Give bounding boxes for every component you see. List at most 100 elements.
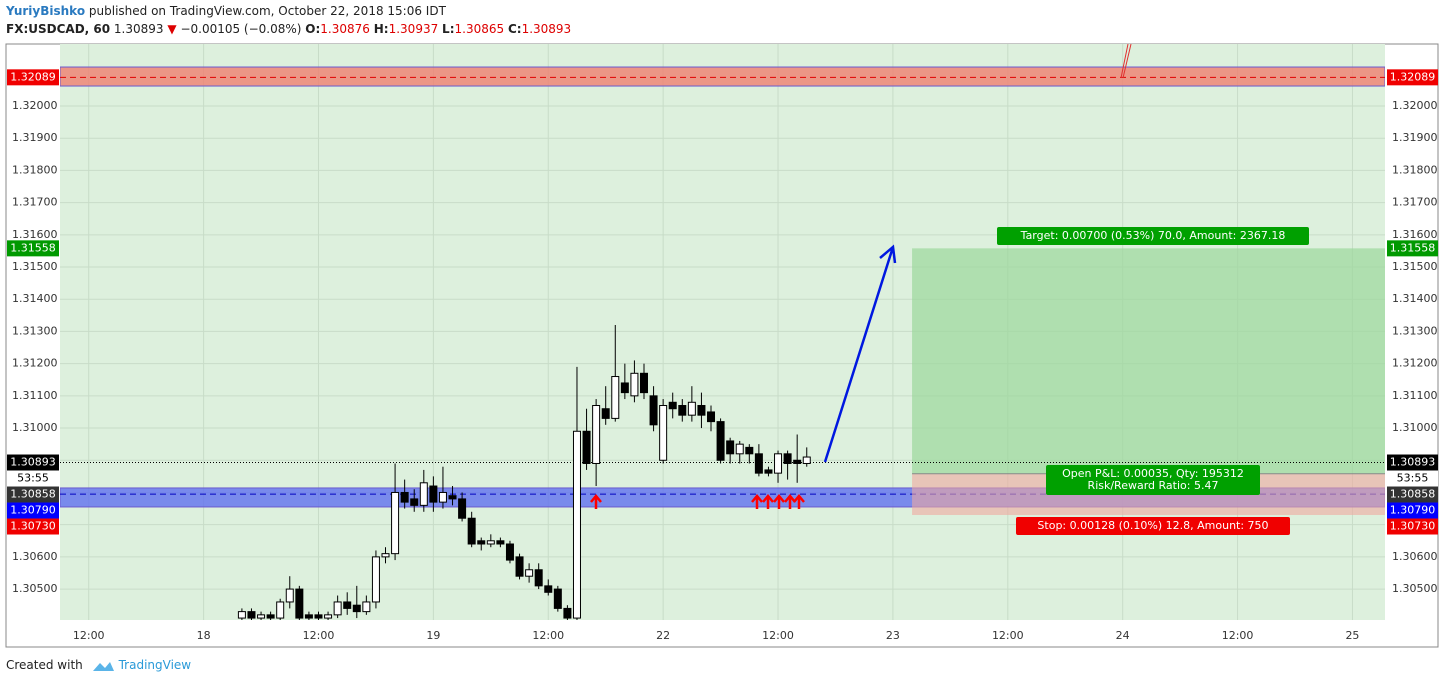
y-tick-label-right: 1.31500	[1392, 260, 1438, 273]
candle-body	[429, 485, 438, 503]
candle-body	[601, 408, 610, 419]
candle-body	[802, 456, 811, 464]
up-arrow	[784, 494, 796, 509]
price-tag	[1387, 502, 1438, 519]
price-tag-label: 1.30893	[1390, 456, 1436, 469]
candle-body	[362, 601, 371, 613]
price-tag-label: 1.30893	[10, 456, 56, 469]
price-tag	[1387, 486, 1438, 503]
o-key: O:	[305, 22, 321, 36]
y-tick-label-right: 1.31100	[1392, 389, 1438, 402]
price-tag-label: 1.32089	[10, 70, 56, 83]
y-tick-label: 1.31700	[12, 196, 58, 209]
y-tick-label: 1.31300	[12, 324, 58, 337]
up-arrow	[751, 494, 763, 509]
candle-body	[324, 614, 333, 619]
last: 1.30893	[113, 22, 164, 36]
price-tag-label: 1.31558	[1390, 241, 1436, 254]
price-tag-label: 1.30858	[1390, 488, 1436, 501]
h: 1.30937	[388, 22, 439, 36]
price-tag	[1387, 69, 1438, 86]
y-tick-label-right: 1.31200	[1392, 357, 1438, 370]
candle-body	[649, 395, 658, 426]
x-tick-label: 25	[1345, 629, 1359, 642]
author[interactable]: YuriyBishko	[6, 4, 86, 18]
candle-body	[735, 443, 744, 455]
y-tick-label-right: 1.31800	[1392, 163, 1438, 176]
y-tick-label-right: 1.31400	[1392, 292, 1438, 305]
candle-body	[247, 611, 256, 619]
pnl-label: Risk/Reward Ratio: 5.47	[1088, 479, 1219, 492]
candle-body	[639, 372, 648, 394]
candle-body	[678, 405, 687, 416]
candle-body	[697, 405, 706, 416]
h-key: H:	[373, 22, 389, 36]
x-tick-label: 22	[656, 629, 670, 642]
x-tick-label: 19	[426, 629, 440, 642]
candle-body	[295, 588, 304, 619]
price-tag-label: 53:55	[17, 472, 49, 485]
price-tag	[7, 486, 59, 503]
target-area	[912, 248, 1385, 474]
candle-body	[419, 482, 428, 506]
change: −0.00105 (−0.08%)	[180, 22, 302, 36]
stop-label-box	[1016, 517, 1290, 535]
price-tag	[7, 470, 59, 487]
up-arrow	[773, 494, 785, 509]
stop-label: Stop: 0.00128 (0.10%) 12.8, Amount: 750	[1037, 519, 1268, 532]
y-tick-label-right: 1.31300	[1392, 324, 1438, 337]
candle-body	[515, 556, 524, 577]
price-tag	[7, 518, 59, 535]
y-tick-label-right: 1.31900	[1392, 131, 1438, 144]
price-tag-label: 1.32089	[1390, 70, 1436, 83]
x-tick-label: 23	[886, 629, 900, 642]
symbol: FX:USDCAD, 60	[6, 22, 111, 36]
y-tick-label-right: 1.31700	[1392, 196, 1438, 209]
y-tick-label-right: 1.32000	[1392, 99, 1438, 112]
price-tag-label: 1.30790	[10, 504, 56, 517]
candle-body	[448, 495, 457, 500]
candle-body	[237, 611, 246, 619]
price-tag-label: 53:55	[1397, 472, 1429, 485]
y-tick-label: 1.31900	[12, 131, 58, 144]
price-tag	[1387, 454, 1438, 471]
candle-body	[381, 553, 390, 558]
arrow	[823, 244, 897, 463]
x-tick-label: 12:00	[762, 629, 794, 642]
y-tick-label: 1.31800	[12, 163, 58, 176]
y-tick-label-right: 1.31000	[1392, 421, 1438, 434]
created: Created with	[6, 658, 83, 672]
price-tag	[7, 69, 59, 86]
published: published on TradingView.com, October 22…	[88, 4, 446, 18]
x-tick-label: 12:00	[1222, 629, 1254, 642]
candle-body	[716, 421, 725, 461]
candle-body	[400, 491, 409, 503]
candle-body	[333, 601, 342, 616]
up-arrow	[762, 494, 774, 509]
price-tag	[1387, 518, 1438, 535]
y-tick-label: 1.32000	[12, 99, 58, 112]
candle-body	[726, 440, 735, 455]
candle-body	[391, 491, 400, 555]
y-tick-label: 1.31600	[12, 228, 58, 241]
price-tag-label: 1.30730	[1390, 520, 1436, 533]
candle-body	[764, 469, 773, 474]
brand[interactable]: TradingView	[118, 658, 192, 672]
candle-body	[687, 401, 696, 416]
x-tick-label: 12:00	[303, 629, 335, 642]
candle-body	[793, 459, 802, 464]
candle-body	[285, 588, 294, 603]
candle-body	[496, 540, 505, 545]
candle-body	[477, 540, 486, 545]
candle-body	[707, 411, 716, 423]
y-tick-label-right: 1.30500	[1392, 582, 1438, 595]
candle-body	[620, 382, 629, 394]
price-tag-label: 1.30730	[10, 520, 56, 533]
candle-body	[774, 453, 783, 474]
price-tag	[7, 502, 59, 519]
y-tick-label: 1.31100	[12, 389, 58, 402]
candle-body	[754, 453, 763, 474]
candle-body	[592, 405, 601, 464]
c: 1.30893	[521, 22, 572, 36]
